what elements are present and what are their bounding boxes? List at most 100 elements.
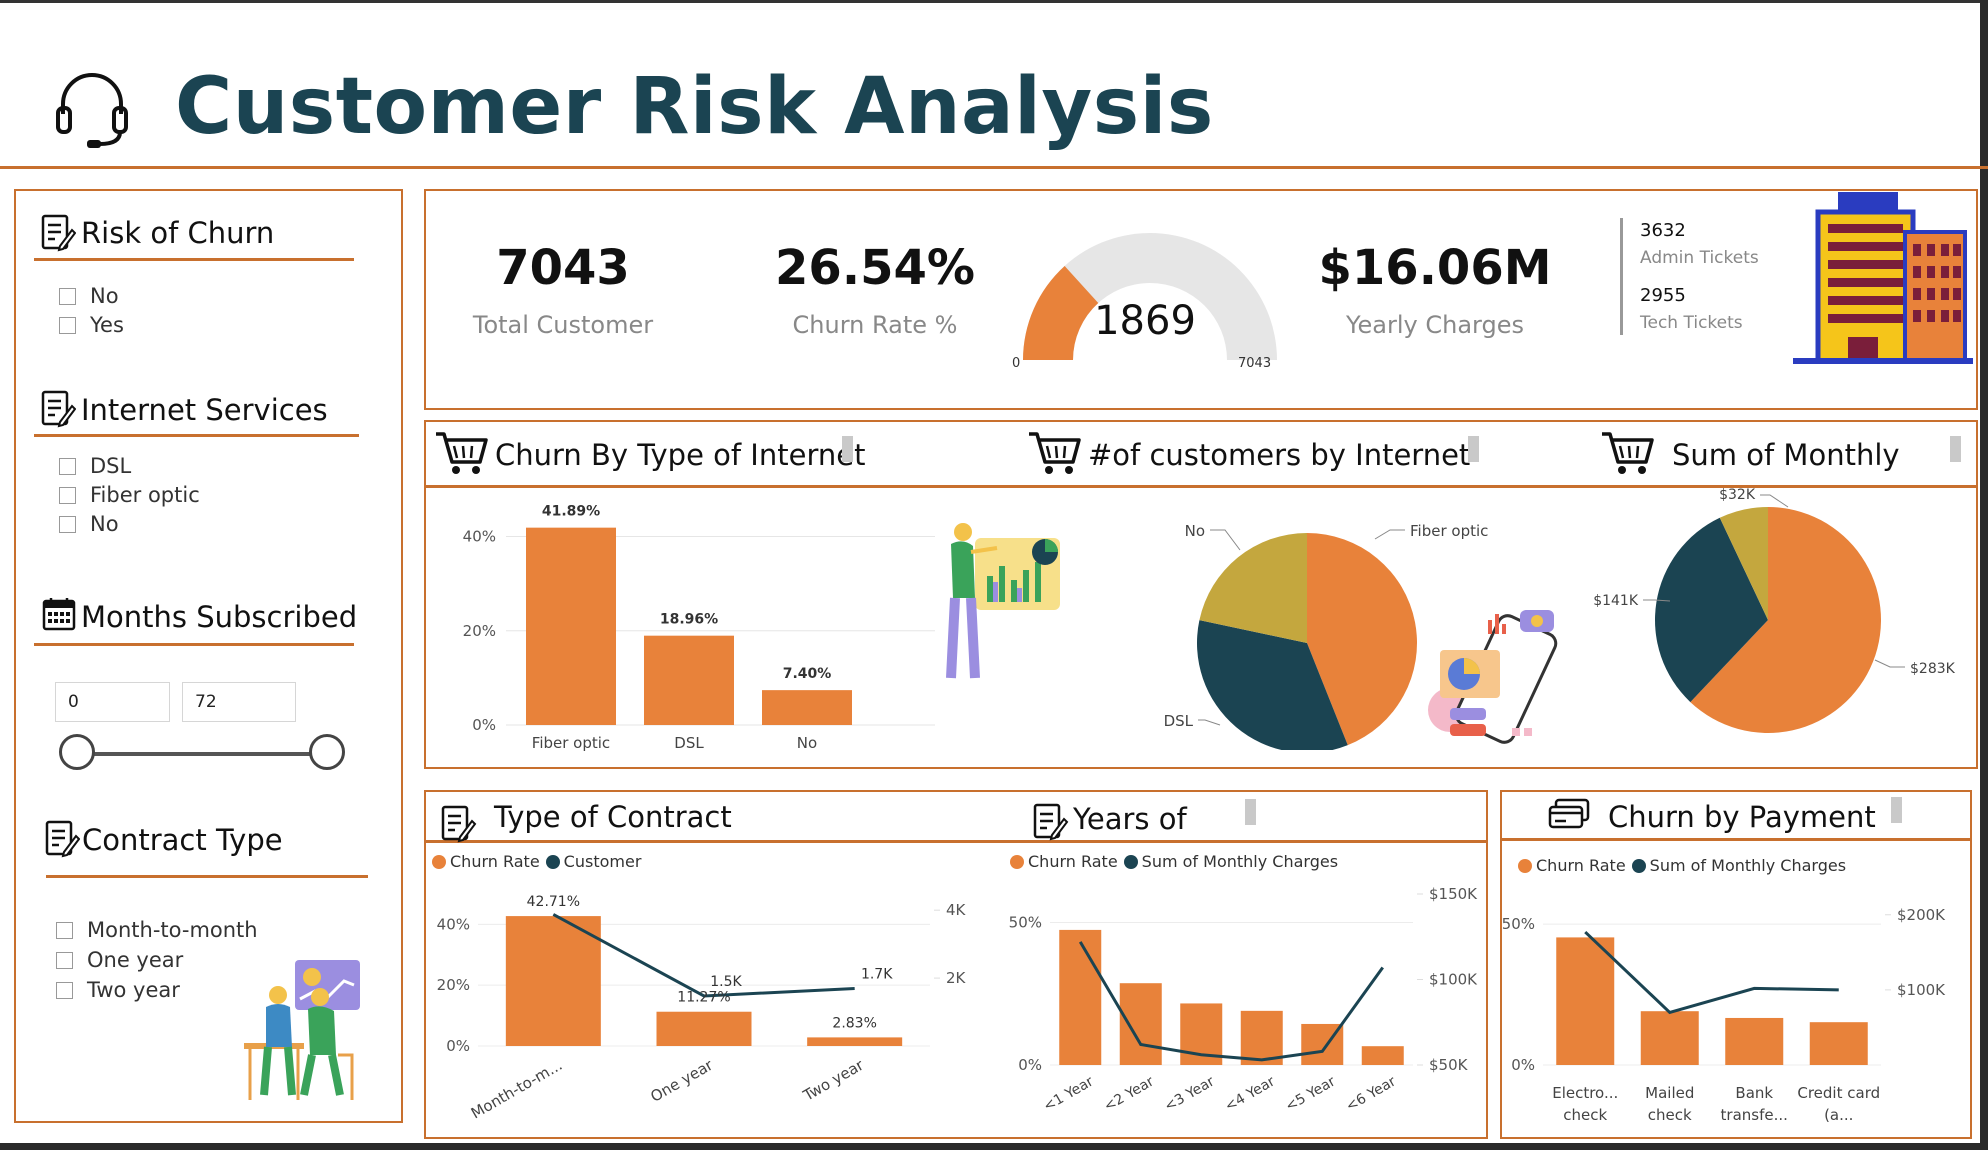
- line-series: [552, 913, 855, 998]
- shopping-cart-icon: [1029, 432, 1081, 474]
- edit-list-icon: [441, 805, 477, 843]
- drag-handle[interactable]: [842, 436, 853, 462]
- range-slider-track[interactable]: [78, 752, 328, 756]
- pie-slice: [1197, 620, 1348, 750]
- pie-slice: [1199, 533, 1307, 643]
- checkbox-box[interactable]: [56, 951, 73, 969]
- page-title: Customer Risk Analysis: [175, 62, 1214, 152]
- top-border: [0, 0, 1988, 3]
- y-tick-label: 0%: [1511, 1056, 1535, 1074]
- pie-slice: [1719, 507, 1768, 620]
- checkbox-internet-fiber[interactable]: Fiber optic: [59, 483, 200, 507]
- x-tick-label: DSL: [674, 734, 704, 752]
- filter-title-months: Months Subscribed: [81, 600, 358, 634]
- checkbox-risk-no[interactable]: No: [59, 284, 119, 308]
- drag-handle[interactable]: [1891, 797, 1902, 823]
- y-tick-label: 20%: [463, 622, 496, 640]
- months-min-input[interactable]: 0: [55, 682, 170, 722]
- gauge-fill: [1023, 265, 1099, 360]
- line-series: [1078, 941, 1384, 1062]
- y-tick-label: 20%: [437, 976, 470, 994]
- calendar-icon: [42, 598, 76, 631]
- customers-by-internet-pie: Fiber optic DSL No: [1164, 522, 1488, 750]
- bar: [656, 1011, 752, 1046]
- checkbox-box[interactable]: [59, 515, 76, 533]
- filter-rule: [34, 434, 359, 437]
- leader-line: [1198, 719, 1221, 726]
- range-slider-min-handle[interactable]: [59, 734, 95, 770]
- contract-legend: Churn Rate Customer: [432, 852, 641, 871]
- y2-tick-label: $100K: [1897, 981, 1946, 999]
- checkbox-box[interactable]: [56, 981, 73, 999]
- pie-slice: [1307, 533, 1417, 746]
- chart-title-sum-monthly: Sum of Monthly: [1672, 438, 1900, 472]
- team-meeting-illustration: [244, 960, 360, 1100]
- data-label: 18.96%: [660, 612, 718, 628]
- data-label: 7.40%: [783, 666, 832, 682]
- checkbox-risk-yes[interactable]: Yes: [59, 313, 124, 337]
- x-tick-label: Mailed check: [1645, 1084, 1694, 1124]
- bar: [1556, 937, 1615, 1065]
- y2-tick-label: $50K: [1429, 1056, 1469, 1074]
- sum-of-monthly-pie: $283K $141K $32K: [1593, 487, 1956, 733]
- gauge-min: 0: [1012, 356, 1021, 371]
- filter-rule: [46, 875, 368, 878]
- edit-list-icon: [1033, 803, 1069, 841]
- total-customer-label: Total Customer: [472, 311, 654, 339]
- checkbox-contract-one[interactable]: One year: [56, 948, 183, 972]
- filter-title-risk: Risk of Churn: [81, 216, 275, 250]
- pie-slice: [1655, 517, 1768, 703]
- pie-label: $283K: [1910, 661, 1956, 677]
- drag-handle[interactable]: [1468, 436, 1479, 462]
- checkbox-internet-no[interactable]: No: [59, 512, 119, 536]
- checkbox-box[interactable]: [56, 921, 73, 939]
- legend-dot-teal: [1631, 858, 1646, 873]
- drag-handle[interactable]: [1245, 799, 1256, 825]
- gauge-value: 1869: [1094, 298, 1196, 344]
- pie-label: DSL: [1164, 712, 1194, 730]
- x-tick-label: Two year: [799, 1055, 867, 1105]
- checkbox-box[interactable]: [59, 457, 76, 475]
- contract-years-panel: [424, 790, 1488, 1139]
- gauge-max: 7043: [1238, 356, 1272, 371]
- drag-handle[interactable]: [1950, 436, 1961, 462]
- chart-title-churn-internet: Churn By Type of Internet: [495, 438, 866, 472]
- chart-title-payment: Churn by Payment: [1608, 800, 1876, 834]
- checkbox-box[interactable]: [59, 287, 76, 305]
- edit-list-icon: [41, 214, 76, 252]
- checkbox-box[interactable]: [59, 486, 76, 504]
- ticket-divider: [1620, 218, 1623, 335]
- legend-dot-orange: [1518, 858, 1532, 873]
- type-of-contract-chart: 0% 20% 40% 2K 4K Month-to-m... One year Two yea…: [437, 894, 967, 1123]
- payment-legend: Churn Rate Sum of Monthly Charges: [1518, 856, 1846, 875]
- x-tick-label: Credit card (a...: [1797, 1084, 1880, 1124]
- bottom-edge: [0, 1143, 1988, 1150]
- y-tick-label: 0%: [1018, 1056, 1042, 1074]
- line-series: [1584, 930, 1839, 1015]
- filter-title-internet: Internet Services: [81, 393, 328, 427]
- range-slider-max-handle[interactable]: [309, 734, 345, 770]
- leader-line: [1210, 529, 1241, 551]
- chart-title-contract: Type of Contract: [494, 800, 732, 834]
- legend-dot-orange: [1010, 854, 1024, 869]
- x-tick-label: <6 Year: [1343, 1073, 1399, 1114]
- pie-slice: [1690, 507, 1881, 733]
- shopping-cart-icon: [1602, 432, 1654, 474]
- checkbox-internet-dsl[interactable]: DSL: [59, 454, 131, 478]
- pie-label: No: [1185, 522, 1205, 540]
- checkbox-box[interactable]: [59, 316, 76, 334]
- header-rule: [0, 166, 1988, 169]
- x-tick-label: Month-to-m...: [468, 1056, 565, 1123]
- checkbox-contract-month[interactable]: Month-to-month: [56, 918, 258, 942]
- checkbox-contract-two[interactable]: Two year: [56, 978, 180, 1002]
- y2-tick-label: 2K: [946, 969, 967, 987]
- x-tick-label: Bank transfe...: [1721, 1084, 1788, 1124]
- bar: [1640, 1011, 1699, 1065]
- headset-icon: [56, 73, 128, 148]
- filter-rule: [34, 643, 354, 646]
- churn-rate-value: 26.54%: [775, 240, 975, 296]
- months-max-input[interactable]: 72: [182, 682, 296, 722]
- churn-rate-label: Churn Rate %: [792, 311, 958, 339]
- shopping-cart-icon: [436, 432, 488, 474]
- pie-label: $141K: [1593, 593, 1639, 609]
